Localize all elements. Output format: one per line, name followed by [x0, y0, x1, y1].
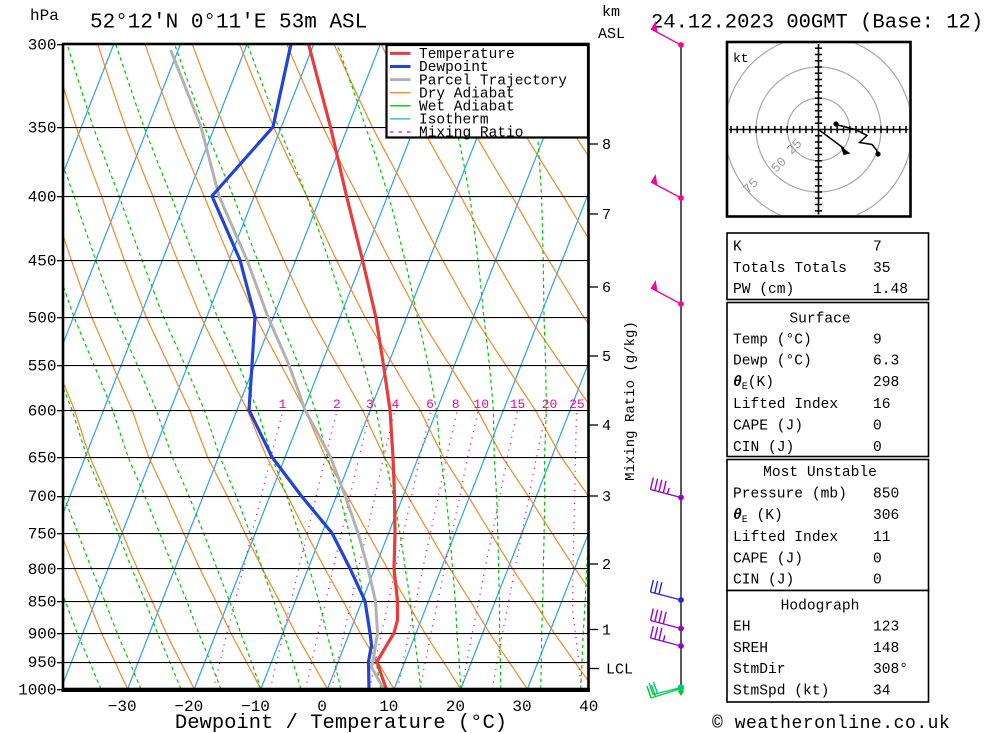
svg-text:8: 8	[452, 397, 460, 412]
svg-text:1: 1	[279, 397, 287, 412]
svg-text:700: 700	[28, 488, 57, 506]
svg-text:306: 306	[873, 508, 899, 524]
svg-text:−30: −30	[108, 698, 137, 716]
svg-text:7: 7	[602, 207, 611, 224]
svg-text:300: 300	[28, 37, 57, 55]
svg-text:6: 6	[602, 280, 611, 297]
svg-text:0: 0	[873, 440, 882, 456]
svg-text:3: 3	[366, 397, 374, 412]
svg-text:800: 800	[28, 561, 57, 579]
svg-text:LCL: LCL	[606, 662, 633, 679]
svg-text:EH: EH	[733, 620, 751, 636]
svg-text:35: 35	[873, 261, 891, 277]
svg-text:6: 6	[426, 397, 434, 412]
svg-text:24.12.2023 00GMT (Base: 12): 24.12.2023 00GMT (Base: 12)	[651, 12, 983, 35]
svg-text:308°: 308°	[873, 662, 908, 678]
svg-text:Most Unstable: Most Unstable	[763, 465, 877, 481]
svg-text:Dewpoint / Temperature (°C): Dewpoint / Temperature (°C)	[175, 712, 507, 733]
svg-text:550: 550	[28, 358, 57, 376]
svg-text:CIN (J): CIN (J)	[733, 440, 794, 456]
svg-text:850: 850	[873, 487, 899, 503]
svg-text:2: 2	[333, 397, 341, 412]
svg-text:10: 10	[379, 698, 398, 716]
svg-text:hPa: hPa	[30, 7, 59, 25]
svg-text:Isotherm: Isotherm	[419, 113, 489, 129]
svg-text:Lifted Index: Lifted Index	[733, 530, 838, 546]
svg-text:StmDir: StmDir	[733, 662, 786, 678]
svg-text:Dewp (°C): Dewp (°C)	[733, 354, 812, 370]
svg-text:Temp (°C): Temp (°C)	[733, 333, 812, 349]
svg-text:StmSpd (kt): StmSpd (kt)	[733, 684, 829, 700]
svg-text:Lifted Index: Lifted Index	[733, 397, 838, 413]
svg-text:Mixing Ratio: Mixing Ratio	[419, 126, 523, 142]
svg-text:km: km	[602, 4, 620, 21]
svg-text:PW (cm): PW (cm)	[733, 282, 794, 298]
svg-text:Surface: Surface	[789, 312, 850, 328]
svg-text:0: 0	[317, 698, 327, 716]
svg-text:20: 20	[446, 698, 465, 716]
svg-text:Parcel Trajectory: Parcel Trajectory	[419, 73, 567, 89]
svg-text:kt: kt	[733, 51, 749, 66]
svg-text:Pressure (mb): Pressure (mb)	[733, 487, 847, 503]
svg-text:52°12'N 0°11'E 53m ASL: 52°12'N 0°11'E 53m ASL	[90, 12, 367, 35]
svg-text:θE(K): θE(K)	[733, 375, 774, 393]
svg-text:34: 34	[873, 684, 891, 700]
svg-text:3: 3	[602, 489, 611, 506]
svg-text:0: 0	[873, 573, 882, 589]
svg-text:400: 400	[28, 189, 57, 207]
svg-text:5: 5	[602, 349, 611, 366]
svg-text:Dry Adiabat: Dry Adiabat	[419, 86, 515, 102]
svg-text:4: 4	[602, 418, 611, 435]
svg-text:2: 2	[602, 557, 611, 574]
svg-text:148: 148	[873, 641, 899, 657]
svg-text:8: 8	[602, 137, 611, 154]
svg-text:950: 950	[28, 654, 57, 672]
svg-text:CAPE (J): CAPE (J)	[733, 552, 803, 568]
svg-text:Mixing Ratio (g/kg): Mixing Ratio (g/kg)	[623, 321, 639, 481]
svg-text:K: K	[733, 240, 742, 256]
svg-text:298: 298	[873, 375, 899, 391]
svg-text:Hodograph: Hodograph	[781, 599, 860, 615]
svg-text:−10: −10	[241, 698, 270, 716]
svg-text:750: 750	[28, 526, 57, 544]
svg-text:25: 25	[569, 397, 585, 412]
svg-text:CAPE (J): CAPE (J)	[733, 419, 803, 435]
svg-text:ASL: ASL	[598, 26, 625, 43]
svg-text:Totals Totals: Totals Totals	[733, 261, 847, 277]
svg-text:15: 15	[510, 397, 526, 412]
svg-text:500: 500	[28, 310, 57, 328]
svg-text:1: 1	[602, 623, 611, 640]
svg-text:600: 600	[28, 403, 57, 421]
svg-text:30: 30	[512, 698, 531, 716]
svg-text:16: 16	[873, 397, 891, 413]
svg-text:1.48: 1.48	[873, 282, 908, 298]
svg-text:4: 4	[391, 397, 399, 412]
svg-text:9: 9	[873, 333, 882, 349]
svg-text:450: 450	[28, 253, 57, 271]
svg-text:40: 40	[579, 698, 598, 716]
svg-text:650: 650	[28, 450, 57, 468]
svg-text:11: 11	[873, 530, 891, 546]
svg-text:Dewpoint: Dewpoint	[419, 60, 489, 76]
svg-text:Temperature: Temperature	[419, 47, 515, 63]
svg-text:1000: 1000	[18, 682, 56, 700]
svg-text:7: 7	[873, 240, 882, 256]
svg-text:6.3: 6.3	[873, 354, 899, 370]
svg-text:θE (K): θE (K)	[733, 508, 783, 526]
svg-text:© weatheronline.co.uk: © weatheronline.co.uk	[712, 714, 950, 733]
svg-text:10: 10	[473, 397, 489, 412]
svg-text:Wet Adiabat: Wet Adiabat	[419, 100, 515, 116]
svg-text:123: 123	[873, 620, 899, 636]
svg-text:20: 20	[542, 397, 558, 412]
svg-text:900: 900	[28, 626, 57, 644]
svg-text:0: 0	[873, 552, 882, 568]
svg-text:0: 0	[873, 419, 882, 435]
svg-text:−20: −20	[174, 698, 203, 716]
svg-text:SREH: SREH	[733, 641, 768, 657]
svg-text:CIN (J): CIN (J)	[733, 573, 794, 589]
svg-text:350: 350	[28, 120, 57, 138]
svg-text:850: 850	[28, 594, 57, 612]
